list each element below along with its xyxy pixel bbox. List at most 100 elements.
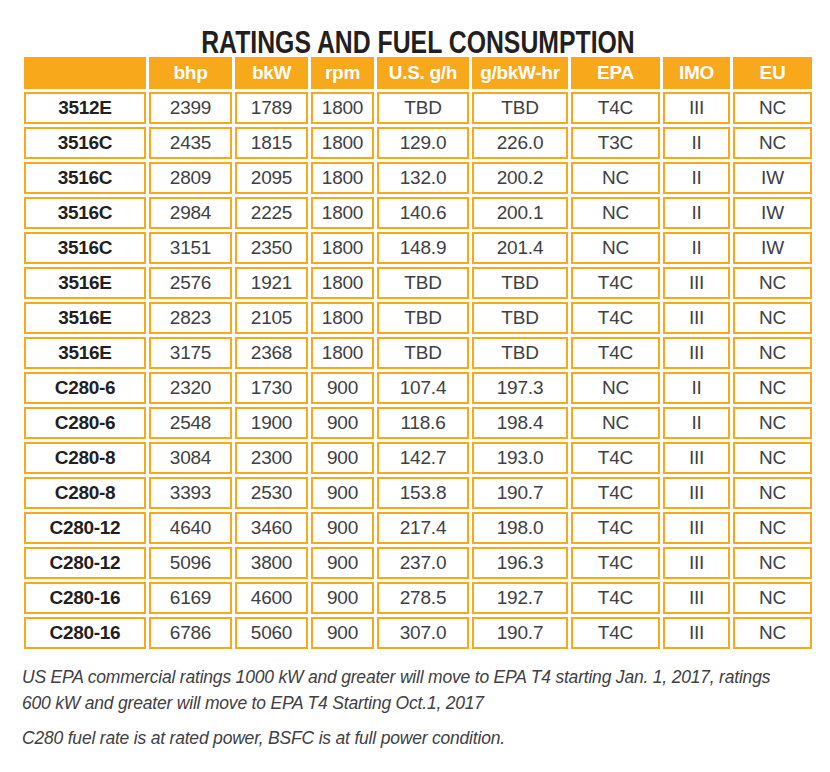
value-cell-epa: NC [571,232,660,264]
value-cell-bkw: 2105 [235,302,308,334]
model-cell: C280-16 [24,582,146,614]
value-cell-g_bkw_hr: 201.4 [472,232,568,264]
column-header-epa: EPA [571,57,660,89]
model-cell: 3516E [24,302,146,334]
value-cell-rpm: 1800 [311,267,374,299]
value-cell-eu: NC [733,302,812,334]
model-cell: 3516C [24,232,146,264]
value-cell-g_bkw_hr: 193.0 [472,442,568,474]
value-cell-us_gh: 153.8 [377,477,469,509]
value-cell-rpm: 900 [311,442,374,474]
table-row: 3516C243518151800129.0226.0T3CIINC [24,127,812,159]
value-cell-bhp: 5096 [149,547,232,579]
page-title: RATINGS AND FUEL CONSUMPTION [201,25,635,61]
model-cell: 3516C [24,127,146,159]
value-cell-rpm: 1800 [311,232,374,264]
value-cell-eu: IW [733,232,812,264]
value-cell-g_bkw_hr: 196.3 [472,547,568,579]
value-cell-epa: T3C [571,127,660,159]
value-cell-bkw: 3800 [235,547,308,579]
title-bar: RATINGS AND FUEL CONSUMPTION [21,0,815,54]
table-row: 3516E317523681800TBDTBDT4CIIINC [24,337,812,369]
value-cell-eu: NC [733,127,812,159]
column-header-bkw: bkW [235,57,308,89]
table-header: bhp bkW rpm U.S. g/h g/bkW-hr EPA IMO EU [24,57,812,89]
value-cell-g_bkw_hr: 200.2 [472,162,568,194]
column-header-us-gh: U.S. g/h [377,57,469,89]
value-cell-imo: III [663,512,730,544]
table-row: C280-625481900900118.6198.4NCIINC [24,407,812,439]
column-header-bhp: bhp [149,57,232,89]
footnote-spacer [22,716,813,725]
value-cell-imo: III [663,617,730,649]
value-cell-g_bkw_hr: TBD [472,302,568,334]
value-cell-imo: III [663,442,730,474]
value-cell-us_gh: 307.0 [377,617,469,649]
value-cell-imo: II [663,372,730,404]
table-row: C280-1667865060900307.0190.7T4CIIINC [24,617,812,649]
value-cell-bhp: 6169 [149,582,232,614]
value-cell-bkw: 1815 [235,127,308,159]
value-cell-eu: IW [733,197,812,229]
table-row: C280-1246403460900217.4198.0T4CIIINC [24,512,812,544]
value-cell-bhp: 3084 [149,442,232,474]
ratings-table: bhp bkW rpm U.S. g/h g/bkW-hr EPA IMO EU… [21,54,815,652]
value-cell-epa: T4C [571,267,660,299]
value-cell-bhp: 2320 [149,372,232,404]
value-cell-epa: NC [571,162,660,194]
value-cell-eu: NC [733,512,812,544]
page: RATINGS AND FUEL CONSUMPTION bhp bkW rpm… [0,0,830,772]
value-cell-us_gh: TBD [377,267,469,299]
value-cell-eu: NC [733,477,812,509]
value-cell-rpm: 900 [311,512,374,544]
model-cell: C280-16 [24,617,146,649]
value-cell-us_gh: 132.0 [377,162,469,194]
value-cell-g_bkw_hr: 198.4 [472,407,568,439]
value-cell-eu: NC [733,337,812,369]
value-cell-imo: III [663,547,730,579]
table-row: C280-623201730900107.4197.3NCIINC [24,372,812,404]
value-cell-epa: NC [571,407,660,439]
value-cell-us_gh: TBD [377,92,469,124]
value-cell-bkw: 5060 [235,617,308,649]
value-cell-epa: T4C [571,302,660,334]
value-cell-rpm: 900 [311,407,374,439]
value-cell-us_gh: 237.0 [377,547,469,579]
value-cell-rpm: 1800 [311,197,374,229]
model-cell: C280-6 [24,407,146,439]
value-cell-eu: NC [733,442,812,474]
value-cell-epa: T4C [571,617,660,649]
value-cell-bhp: 2576 [149,267,232,299]
value-cell-bkw: 1921 [235,267,308,299]
value-cell-imo: II [663,197,730,229]
value-cell-imo: III [663,477,730,509]
value-cell-g_bkw_hr: 192.7 [472,582,568,614]
table-row: 3516C298422251800140.6200.1NCIIIW [24,197,812,229]
value-cell-rpm: 900 [311,372,374,404]
value-cell-bhp: 2984 [149,197,232,229]
value-cell-bkw: 2225 [235,197,308,229]
value-cell-bhp: 2809 [149,162,232,194]
value-cell-rpm: 1800 [311,92,374,124]
model-cell: 3512E [24,92,146,124]
footnote-c280: C280 fuel rate is at rated power, BSFC i… [22,725,813,751]
value-cell-imo: III [663,92,730,124]
value-cell-imo: II [663,232,730,264]
value-cell-eu: NC [733,547,812,579]
value-cell-bkw: 1730 [235,372,308,404]
value-cell-us_gh: 129.0 [377,127,469,159]
table-body: 3512E239917891800TBDTBDT4CIIINC3516C2435… [24,92,812,649]
value-cell-imo: III [663,582,730,614]
value-cell-epa: NC [571,372,660,404]
value-cell-us_gh: 107.4 [377,372,469,404]
value-cell-rpm: 1800 [311,337,374,369]
value-cell-rpm: 900 [311,582,374,614]
value-cell-bhp: 3175 [149,337,232,369]
value-cell-rpm: 900 [311,477,374,509]
value-cell-eu: IW [733,162,812,194]
table-row: C280-1661694600900278.5192.7T4CIIINC [24,582,812,614]
footnote-epa-line1: US EPA commercial ratings 1000 kW and gr… [22,664,813,690]
value-cell-bkw: 3460 [235,512,308,544]
value-cell-bhp: 3151 [149,232,232,264]
value-cell-epa: NC [571,197,660,229]
